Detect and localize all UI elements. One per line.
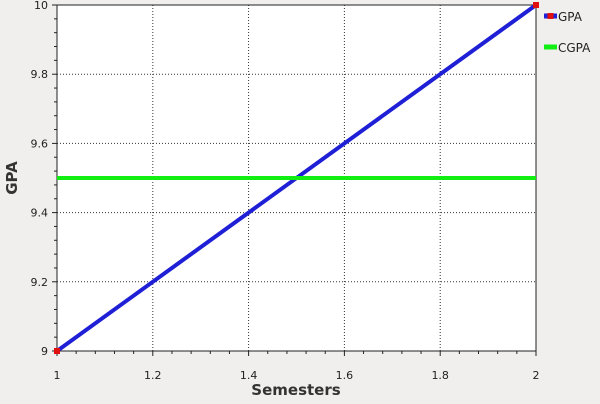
gpa-data-point — [533, 2, 539, 8]
y-tick-label: 9.8 — [31, 68, 49, 81]
x-tick-label: 1.2 — [144, 369, 162, 382]
y-axis-label: GPA — [3, 161, 21, 195]
x-axis-label: Semesters — [251, 381, 340, 399]
legend-marker-gpa — [548, 13, 554, 19]
x-tick-label: 2 — [533, 369, 540, 382]
x-tick-label: 1.8 — [431, 369, 449, 382]
y-tick-label: 9.6 — [31, 137, 49, 150]
y-tick-label: 9 — [41, 345, 48, 358]
y-tick-label: 10 — [34, 0, 48, 12]
legend: GPA CGPA — [544, 10, 591, 55]
y-tick-label: 9.2 — [31, 276, 49, 289]
legend-label-gpa: GPA — [558, 10, 583, 24]
y-tick-label: 9.4 — [31, 207, 49, 220]
x-tick-label: 1 — [54, 369, 61, 382]
gpa-data-point — [54, 348, 60, 354]
legend-label-cgpa: CGPA — [558, 41, 591, 55]
